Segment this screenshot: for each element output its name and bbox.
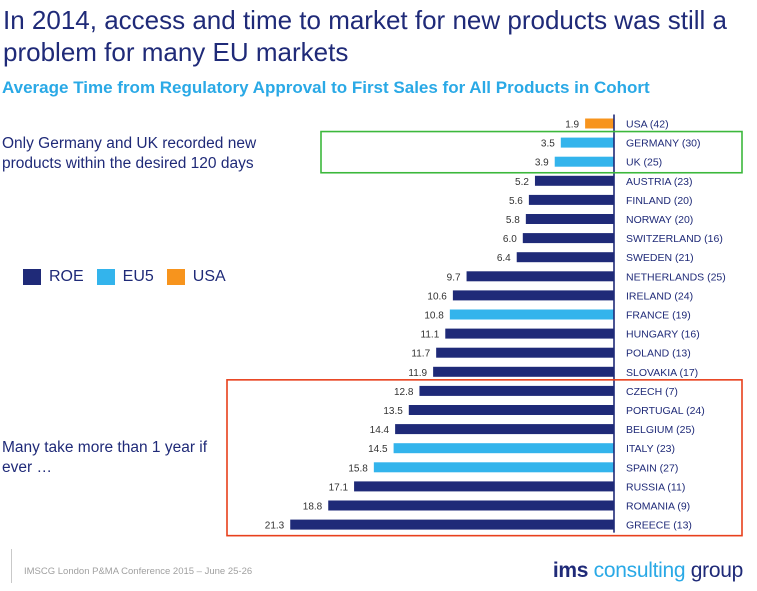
bar-norway — [525, 214, 614, 224]
value-label-switzerland: 6.0 — [503, 234, 517, 245]
category-label-spain: SPAIN (27) — [626, 462, 678, 474]
category-label-usa: USA (42) — [626, 119, 669, 131]
callout-fast-markets: Only Germany and UK recorded new product… — [2, 135, 257, 172]
value-label-norway: 5.8 — [506, 215, 520, 226]
value-label-finland: 5.6 — [509, 196, 523, 207]
bar-greece — [290, 519, 614, 530]
value-label-italy: 14.5 — [368, 444, 388, 455]
value-label-slovakia: 11.9 — [408, 368, 427, 379]
value-label-belgium: 14.4 — [370, 425, 390, 436]
bar-russia — [354, 481, 614, 492]
callout-slow-markets: Many take more than 1 year if ever … — [2, 439, 208, 476]
bar-sweden — [516, 252, 614, 263]
footer-text: IMSCG London P&MA Conference 2015 – June… — [24, 566, 253, 577]
category-label-greece: GREECE (13) — [626, 520, 692, 532]
category-label-uk: UK (25) — [626, 157, 662, 169]
category-label-sweden: SWEDEN (21) — [626, 252, 694, 264]
bar-switzerland — [522, 233, 614, 244]
category-label-poland: POLAND (13) — [626, 348, 691, 360]
value-label-usa: 1.9 — [565, 120, 579, 131]
legend-label-usa: USA — [192, 268, 226, 285]
legend-swatch-eu5 — [96, 269, 115, 285]
value-label-uk: 3.9 — [535, 158, 549, 169]
bar-finland — [528, 194, 614, 205]
bar-netherlands — [466, 271, 614, 282]
chart-legend: ROE EU5 USA — [23, 268, 239, 286]
category-label-russia: RUSSIA (11) — [626, 481, 685, 493]
value-label-hungary: 11.1 — [421, 330, 440, 341]
value-label-sweden: 6.4 — [497, 253, 511, 264]
legend-label-roe: ROE — [49, 268, 84, 285]
category-label-portugal: PORTUGAL (24) — [626, 405, 705, 417]
bar-uk — [554, 156, 614, 167]
category-label-czech: CZECH (7) — [626, 386, 678, 398]
logo-group: group — [690, 559, 744, 582]
value-label-czech: 12.8 — [394, 387, 414, 398]
value-label-romania: 18.8 — [303, 502, 323, 513]
category-label-hungary: HUNGARY (16) — [626, 329, 700, 341]
bar-germany — [560, 137, 614, 148]
bar-portugal — [408, 405, 614, 415]
category-label-switzerland: SWITZERLAND (16) — [626, 233, 723, 245]
bar-slovakia — [433, 366, 614, 377]
bar-usa — [585, 118, 614, 129]
value-label-poland: 11.7 — [411, 349, 430, 360]
bar-spain — [373, 462, 614, 473]
company-logo: ims consulting group — [553, 559, 743, 583]
bar-poland — [436, 347, 614, 358]
bar-czech — [419, 385, 614, 396]
time-to-market-chart: 1.9 USA (42) 3.5 GERMANY (30) 3.9 UK (25) 5.2 A… — [226, 114, 743, 537]
category-label-belgium: BELGIUM (25) — [626, 424, 695, 436]
category-label-slovakia: SLOVAKIA (17) — [626, 367, 698, 379]
value-label-greece: 21.3 — [265, 521, 285, 532]
legend-item-roe: ROE — [23, 268, 84, 286]
value-label-spain: 15.8 — [348, 463, 368, 474]
category-label-finland: FINLAND (20) — [626, 195, 693, 207]
logo-consulting: consulting — [593, 559, 686, 582]
value-label-ireland: 10.6 — [427, 291, 447, 302]
logo-ims: ims — [552, 559, 589, 582]
footer-divider — [11, 549, 12, 583]
bar-belgium — [395, 424, 614, 435]
legend-label-eu5: EU5 — [122, 268, 154, 285]
legend-item-eu5: EU5 — [96, 268, 154, 286]
value-label-austria: 5.2 — [515, 177, 529, 188]
category-label-austria: AUSTRIA (23) — [626, 176, 693, 188]
value-label-portugal: 13.5 — [383, 406, 403, 417]
category-label-germany: GERMANY (30) — [626, 138, 701, 150]
value-label-russia: 17.1 — [329, 482, 349, 493]
category-label-italy: ITALY (23) — [626, 443, 675, 455]
value-label-france: 10.8 — [424, 311, 444, 322]
highlight-box-slow — [226, 379, 743, 537]
bar-ireland — [452, 290, 614, 301]
chart-title: Average Time from Regulatory Approval to… — [2, 78, 650, 97]
bar-hungary — [445, 328, 614, 339]
category-label-netherlands: NETHERLANDS (25) — [626, 271, 726, 283]
bar-romania — [328, 500, 614, 511]
legend-item-usa: USA — [166, 268, 226, 286]
category-label-france: FRANCE (19) — [626, 310, 691, 322]
bar-italy — [393, 443, 614, 454]
bar-austria — [534, 175, 614, 186]
category-label-ireland: IRELAND (24) — [626, 290, 693, 302]
value-label-netherlands: 9.7 — [447, 272, 461, 283]
category-label-romania: ROMANIA (9) — [626, 501, 690, 513]
bar-france — [449, 309, 614, 320]
value-label-germany: 3.5 — [541, 139, 555, 150]
slide-headline: In 2014, access and time to market for n… — [3, 5, 728, 67]
category-label-norway: NORWAY (20) — [626, 214, 693, 226]
highlight-box-fast — [320, 130, 743, 174]
legend-swatch-roe — [23, 269, 41, 285]
legend-swatch-usa — [166, 269, 185, 285]
